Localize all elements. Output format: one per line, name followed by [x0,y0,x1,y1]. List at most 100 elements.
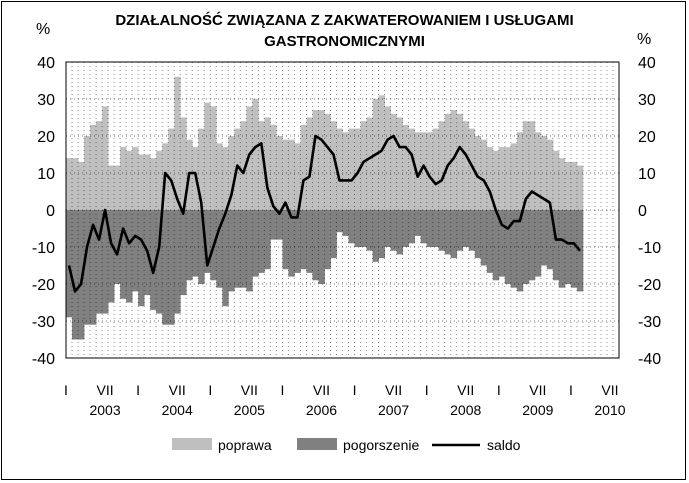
y-tick-left-10: 10 [37,166,55,183]
pogorszenie-bar-73 [504,210,512,284]
pogorszenie-bar-46 [342,210,349,236]
poprawa-bar-12 [138,154,145,210]
y-unit-left: % [36,21,50,38]
pogorszenie-bar-23 [204,210,211,273]
poprawa-bar-69 [480,139,488,210]
pogorszenie-bar-0 [66,210,73,318]
pogorszenie-bar-14 [150,210,157,310]
y-tick-left--10: -10 [32,240,55,257]
y-unit-right: % [637,31,651,48]
x-tick-7: VII [313,382,330,398]
poprawa-bar-71 [492,150,500,210]
poprawa-bar-5 [96,121,103,210]
pogorszenie-bar-36 [282,210,289,270]
x-tick-2: I [136,382,140,398]
pogorszenie-bar-29 [240,210,247,288]
pogorszenie-bar-22 [198,210,205,284]
pogorszenie-bar-30 [246,210,253,292]
poprawa-bar-18 [174,76,181,210]
x-tick-9: VII [385,382,402,398]
poprawa-bar-76 [522,121,530,210]
poprawa-bar-30 [246,106,253,210]
poprawa-bar-8 [114,165,121,210]
poprawa-bar-79 [540,136,548,210]
poprawa-bar-83 [564,161,572,210]
poprawa-bar-41 [312,110,319,210]
x-tick-15: VII [601,382,618,398]
bars-layer [66,76,584,340]
pogorszenie-bar-56 [402,210,410,247]
pogorszenie-bar-34 [270,210,277,240]
y-tick-left-0: 0 [46,203,55,220]
pogorszenie-bar-48 [354,210,361,247]
x-tick-8: I [353,382,357,398]
pogorszenie-bar-19 [180,210,187,296]
pogorszenie-bar-57 [408,210,416,244]
legend: poprawa pogorszenie saldo [172,437,521,453]
pogorszenie-bar-8 [114,210,121,284]
legend-swatch-pogorszenie [297,438,337,450]
poprawa-bar-13 [144,154,151,210]
poprawa-bar-10 [126,150,133,210]
poprawa-bar-38 [294,143,301,210]
pogorszenie-bar-26 [222,210,229,307]
poprawa-bar-84 [570,161,578,210]
chart-title-line-1: DZIAŁALNOŚĆ ZWIĄZANA Z ZAKWATEROWANIEM I… [115,12,574,29]
pogorszenie-bar-55 [396,210,404,255]
pogorszenie-bar-3 [84,210,91,325]
pogorszenie-bar-37 [288,210,295,277]
poprawa-bar-67 [468,128,476,210]
pogorszenie-bar-66 [462,210,470,247]
pogorszenie-bar-80 [546,210,554,270]
pogorszenie-bar-72 [498,210,506,277]
pogorszenie-bar-43 [324,210,331,270]
poprawa-bar-45 [336,128,343,210]
poprawa-bar-77 [528,121,536,210]
poprawa-bar-32 [258,121,265,210]
pogorszenie-bar-45 [336,210,343,233]
poprawa-bar-2 [78,161,85,210]
poprawa-bar-39 [300,124,307,210]
poprawa-bar-60 [426,132,434,210]
poprawa-bar-72 [498,147,506,210]
pogorszenie-bar-51 [372,210,379,262]
pogorszenie-bar-31 [252,210,259,277]
poprawa-bar-55 [396,117,404,210]
pogorszenie-bar-82 [558,210,566,288]
pogorszenie-bar-54 [390,210,397,251]
poprawa-bar-50 [366,117,373,210]
poprawa-bar-63 [444,113,452,210]
poprawa-bar-36 [282,139,289,210]
x-tick-3: VII [169,382,186,398]
legend-label-poprawa: poprawa [218,437,272,453]
pogorszenie-bar-17 [168,210,175,325]
pogorszenie-bar-20 [186,210,193,281]
y-tick-right-30: 30 [638,92,656,109]
x-tick-1: VII [97,382,114,398]
poprawa-bar-57 [408,128,416,210]
pogorszenie-bar-64 [450,210,458,259]
pogorszenie-bar-49 [360,210,367,247]
pogorszenie-bar-63 [444,210,452,255]
poprawa-bar-58 [414,132,422,210]
poprawa-bar-74 [510,143,518,210]
poprawa-bar-23 [204,102,211,210]
y-tick-right-0: 0 [638,203,647,220]
legend-label-saldo: saldo [487,437,521,453]
x-tick-5: VII [241,382,258,398]
pogorszenie-bar-32 [258,210,265,273]
x-tick-13: VII [529,382,546,398]
pogorszenie-bar-27 [228,210,235,292]
pogorszenie-bar-35 [276,210,283,240]
poprawa-bar-80 [546,139,554,210]
pogorszenie-bar-47 [348,210,355,244]
poprawa-bar-26 [222,147,229,210]
pogorszenie-bar-79 [540,210,548,266]
chart-title-line-2: GASTRONOMICZNYMI [264,33,425,50]
pogorszenie-bar-75 [516,210,524,292]
poprawa-bar-78 [534,132,542,210]
pogorszenie-bar-83 [564,210,572,284]
pogorszenie-bar-10 [126,210,133,303]
x-year-2006: 2006 [306,402,337,418]
